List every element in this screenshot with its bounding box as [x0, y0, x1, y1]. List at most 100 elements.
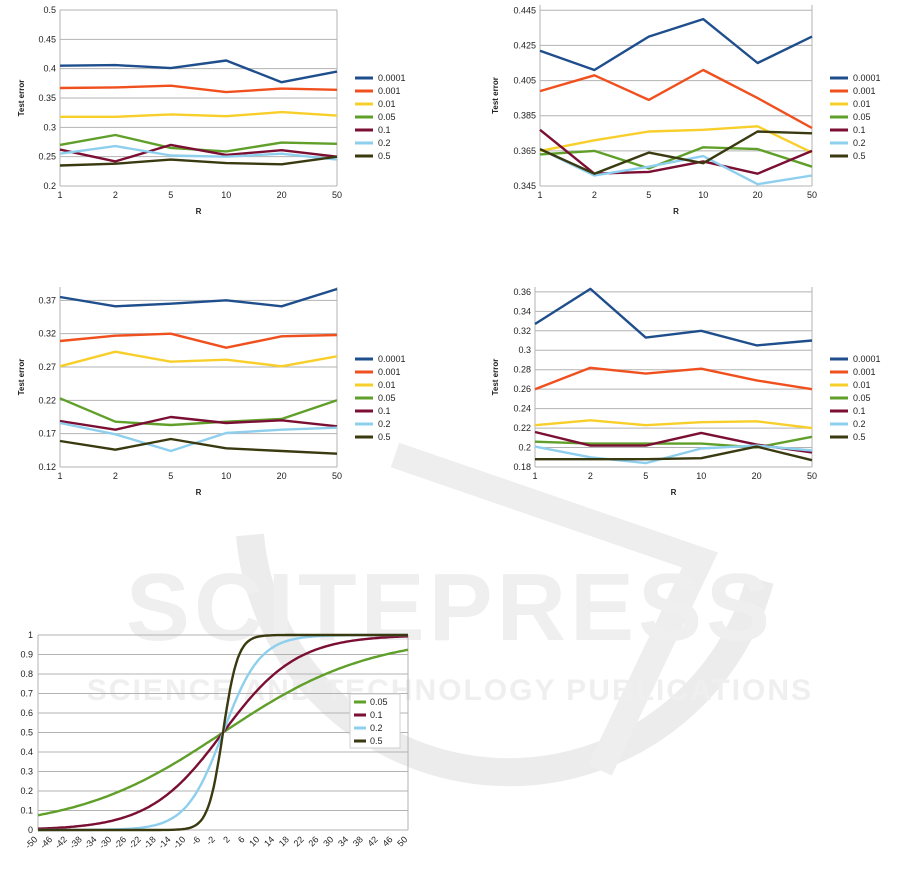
- series-line-0.2: [59, 144, 338, 161]
- x-tick-label: -46: [38, 834, 54, 850]
- series-line-0.001: [59, 332, 338, 349]
- y-tick-label: 0.1: [20, 806, 33, 816]
- legend-label: 0.05: [370, 697, 388, 707]
- legend-label: 0.2: [853, 419, 866, 429]
- series-line-0.2: [539, 148, 813, 186]
- y-tick-label: 0.425: [513, 40, 536, 50]
- x-tick-label: 50: [807, 471, 817, 481]
- y-tick-label: 0.3: [518, 345, 531, 355]
- series-line-0.01: [539, 125, 813, 154]
- legend-label: 0.05: [378, 393, 396, 403]
- y-tick-label: 0.365: [513, 146, 536, 156]
- series-line-0.0001: [539, 17, 813, 72]
- legend-label: 0.2: [853, 138, 866, 148]
- y-tick-label: 0.4: [20, 747, 33, 757]
- series-line-0.0001: [59, 287, 338, 308]
- x-tick-label: 2: [221, 834, 232, 845]
- legend-label: 0.05: [378, 112, 396, 122]
- legend-label: 0.5: [378, 432, 391, 442]
- chart-top-right: 0.345 0.365 0.385 0.405 0.425 0.445 1 2 5 10 20 50 R…: [491, 5, 881, 216]
- series-line-0.1: [539, 128, 813, 175]
- y-tick-label: 0.22: [513, 423, 531, 433]
- x-tick-label: -26: [112, 834, 128, 850]
- series-line-0.01: [534, 419, 813, 430]
- legend-label: 0.0001: [378, 73, 406, 83]
- x-tick-label: 34: [336, 834, 350, 848]
- legend-label: 0.2: [378, 419, 391, 429]
- x-tick-label: 2: [113, 190, 118, 200]
- x-tick-label: 30: [321, 834, 335, 848]
- y-tick-label: 0.2: [43, 181, 56, 191]
- x-tick-label: 20: [753, 190, 763, 200]
- x-tick-label: -30: [97, 834, 113, 850]
- series-line-0.1: [59, 143, 338, 163]
- series-line-0.1: [59, 415, 338, 431]
- y-tick-label: 0.345: [513, 181, 536, 191]
- legend-label: 0.01: [378, 380, 396, 390]
- x-tick-label: 10: [221, 471, 231, 481]
- x-tick-label: 20: [277, 190, 287, 200]
- legend-label: 0.5: [370, 736, 383, 746]
- y-tick-label: 0.8: [20, 669, 33, 679]
- legend-label: 0.1: [378, 125, 391, 135]
- y-tick-label: 0.2: [20, 786, 33, 796]
- legend-label: 0.5: [853, 432, 866, 442]
- x-tick-label: -14: [156, 834, 172, 850]
- y-tick-label: 0.36: [513, 287, 531, 297]
- y-tick-label: 0.3: [43, 122, 56, 132]
- series-line-0.5: [59, 155, 338, 167]
- legend-label: 0.2: [378, 138, 391, 148]
- chart-sigmoid: 00.10.20.30.40.50.60.70.80.91-50-46-42-3…: [20, 630, 409, 851]
- x-tick-label: 1: [532, 471, 537, 481]
- y-tick-label: 0.385: [513, 111, 536, 121]
- y-tick-label: 0.445: [513, 5, 536, 15]
- watermark: SCITEPRESS SCIENCE AND TECHNOLOGY PUBLICA…: [87, 442, 813, 787]
- y-axis-label: Test error: [491, 359, 500, 396]
- y-tick-label: 0.45: [38, 34, 56, 44]
- y-tick-label: 0.28: [513, 365, 531, 375]
- chart-middle-right: 0.180.20.220.240.260.280.30.320.340.361 2…: [491, 287, 881, 497]
- legend-label: 0.1: [370, 710, 383, 720]
- series-line-0.001: [539, 68, 813, 130]
- x-tick-label: 2: [592, 190, 597, 200]
- watermark-main: SCITEPRESS: [126, 554, 774, 661]
- y-tick-label: 0.6: [20, 708, 33, 718]
- watermark-sub: SCIENCE AND TECHNOLOGY PUBLICATIONS: [87, 674, 813, 707]
- legend-label: 0.01: [853, 380, 871, 390]
- series-line-0.5: [535, 445, 813, 462]
- y-tick-label: 0.24: [513, 404, 531, 414]
- x-tick-label: -38: [68, 834, 84, 850]
- series-line-0.001: [534, 366, 813, 391]
- x-tick-label: -42: [53, 834, 69, 850]
- x-tick-label: 2: [113, 471, 118, 481]
- y-axis-label: Test error: [17, 359, 26, 396]
- y-tick-label: 0.2: [518, 443, 531, 453]
- x-tick-label: 10: [698, 190, 708, 200]
- x-tick-label: -10: [171, 834, 187, 850]
- x-axis-label: R: [196, 207, 202, 216]
- series-line-0.2: [59, 421, 338, 453]
- x-tick-label: 42: [366, 834, 380, 848]
- x-tick-label: 50: [332, 471, 342, 481]
- y-tick-label: 1: [28, 630, 33, 640]
- legend-label: 0.05: [853, 112, 871, 122]
- y-tick-label: 0.3: [20, 767, 33, 777]
- y-tick-label: 0.4: [43, 64, 56, 74]
- x-tick-label: -50: [23, 834, 39, 850]
- chart-top-left: 0.2 0.25 0.3 0.35 0.4 0.45 0.5 1 2 5 10 20 50 R Test e…: [17, 5, 406, 216]
- legend-label: 0.001: [378, 367, 401, 377]
- legend-label: 0.001: [378, 86, 401, 96]
- y-tick-label: 0.32: [513, 326, 531, 336]
- legend-label: 0.01: [378, 99, 396, 109]
- x-tick-label: -34: [82, 834, 98, 850]
- legend-label: 0.5: [378, 151, 391, 161]
- y-tick-label: 0.9: [20, 650, 33, 660]
- x-tick-label: 50: [807, 190, 817, 200]
- x-tick-label: 1: [57, 190, 62, 200]
- x-tick-label: 50: [395, 834, 409, 848]
- x-tick-label: 38: [351, 834, 365, 848]
- x-tick-label: 14: [262, 834, 276, 848]
- x-tick-label: 18: [277, 834, 291, 848]
- legend-label: 0.1: [853, 125, 866, 135]
